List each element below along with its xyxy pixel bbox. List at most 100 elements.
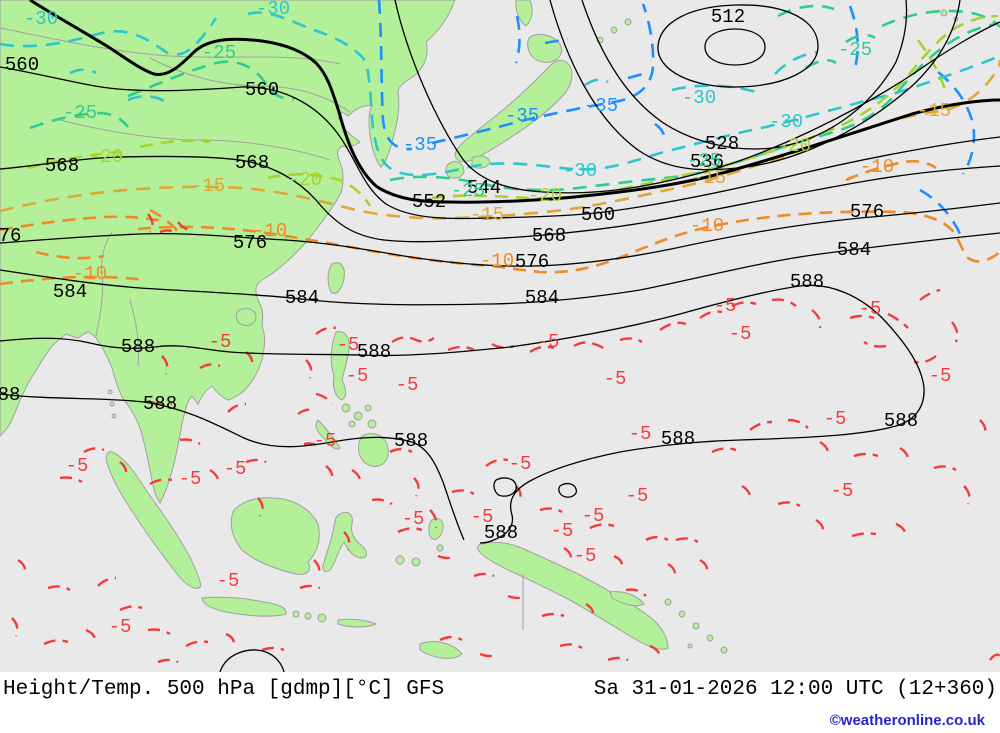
contour-label--10: -10 [253, 220, 287, 242]
land-sumatra [105, 451, 202, 589]
contour-588-cell [219, 649, 285, 672]
land-visayas [364, 404, 372, 412]
contour-label-552: 552 [412, 191, 446, 213]
contour-label--5: -5 [66, 455, 89, 477]
contour-label--15: -15 [692, 167, 726, 189]
land-kuril-island [624, 18, 632, 26]
land-honshu [454, 59, 573, 163]
contour-label-588: 588 [884, 410, 918, 432]
land-halmahera [428, 517, 444, 540]
contour-label--5: -5 [537, 331, 560, 353]
contour-label--5: -5 [714, 295, 737, 317]
contour-label--5: -5 [729, 323, 752, 345]
land-ne-island [940, 9, 948, 17]
contour-label--20: -20 [89, 146, 123, 168]
product-title: Height/Temp. 500 hPa [gdmp][°C] GFS [3, 678, 445, 701]
contour-label--5: -5 [824, 408, 847, 430]
contour-label--30: -30 [682, 87, 716, 109]
contour-label--5: -5 [629, 423, 652, 445]
land-borneo [230, 497, 320, 575]
land-lombok [304, 612, 312, 620]
land-flores [337, 618, 378, 628]
contour-label-512: 512 [711, 6, 745, 28]
land-hainan [235, 307, 257, 326]
contour-label--25: -25 [687, 150, 721, 172]
contour-label--30: -30 [563, 160, 597, 182]
land-solomons [687, 643, 693, 649]
land-visayas [348, 420, 356, 428]
contour-label--5: -5 [346, 365, 369, 387]
contour-584 [0, 232, 1000, 306]
contour-label--5: -5 [582, 505, 605, 527]
land-andaman [109, 401, 115, 407]
contour-label--5: -5 [859, 298, 882, 320]
contour-label-584: 584 [837, 239, 871, 261]
land-solomons [664, 598, 672, 606]
land-andaman [111, 413, 117, 419]
contour-inner-low [704, 28, 766, 66]
contour-512 [657, 4, 819, 88]
contour-label--5: -5 [337, 334, 360, 356]
contour-label-576: 576 [515, 251, 549, 273]
contour-label--5: -5 [224, 458, 247, 480]
contour-552-thick [29, 0, 1000, 204]
contour-label--20: -20 [777, 135, 811, 157]
land-seram [411, 557, 421, 567]
contour-label--5: -5 [604, 368, 627, 390]
contour-label--10: -10 [860, 156, 894, 178]
land-sumbawa [317, 613, 327, 623]
contour-label--15: -15 [191, 175, 225, 197]
contour-588-north [0, 284, 925, 544]
contour-label--35: -35 [505, 105, 539, 127]
contour-588-south [0, 393, 465, 541]
contour-label-568: 568 [45, 155, 79, 177]
land-solomons [706, 634, 714, 642]
contour-label--5: -5 [574, 545, 597, 567]
land-solomons [678, 610, 686, 618]
land-andaman [107, 389, 113, 395]
contour-label-560: 560 [581, 204, 615, 226]
contour-label-568: 568 [532, 225, 566, 247]
contour-label--35: -35 [403, 134, 437, 156]
contour-label--5: -5 [626, 485, 649, 507]
contour-label-588: 588 [790, 271, 824, 293]
land-solomons [720, 646, 728, 654]
contour-label-584: 584 [53, 281, 87, 303]
contour-label--30: -30 [769, 111, 803, 133]
contour-label--20: -20 [528, 185, 562, 207]
contour-588-cell [558, 482, 578, 498]
contour-576 [0, 202, 1000, 267]
contour-label-88: 88 [0, 384, 20, 406]
land-solomons [692, 622, 700, 630]
temp-contours-minus20 [27, 14, 999, 207]
temp-contours-minus30 [0, 11, 1000, 177]
contour-label-76: 76 [0, 225, 21, 247]
land-sakhalin [515, 0, 533, 27]
copyright-link[interactable]: ©weatheronline.co.uk [829, 712, 985, 729]
land-kuril-island [610, 26, 618, 34]
contour-label--30: -30 [256, 0, 290, 20]
contour-label--30: -30 [24, 8, 58, 30]
contour-label--20: -20 [288, 169, 322, 191]
contour-label--10: -10 [480, 250, 514, 272]
contour-label--35: -35 [584, 95, 618, 117]
contour-label--5: -5 [402, 508, 425, 530]
land-timor [419, 641, 463, 659]
contour-label-588: 588 [484, 522, 518, 544]
contour-label-544: 544 [467, 177, 501, 199]
contour-label--5: -5 [209, 331, 232, 353]
contour-label--15: -15 [470, 204, 504, 226]
contour-568 [0, 155, 1000, 243]
contour-label-560: 560 [5, 54, 39, 76]
land-bali [292, 610, 300, 618]
contour-label--5: -5 [396, 374, 419, 396]
country-borders [0, 27, 524, 630]
land-new-britain [609, 591, 645, 607]
land-visayas [367, 419, 377, 429]
chart-footer: Height/Temp. 500 hPa [gdmp][°C] GFS Sa 3… [0, 672, 1000, 733]
contour-label-588: 588 [357, 341, 391, 363]
land-mainland-asia [0, 0, 456, 504]
contour-label--10: -10 [690, 215, 724, 237]
